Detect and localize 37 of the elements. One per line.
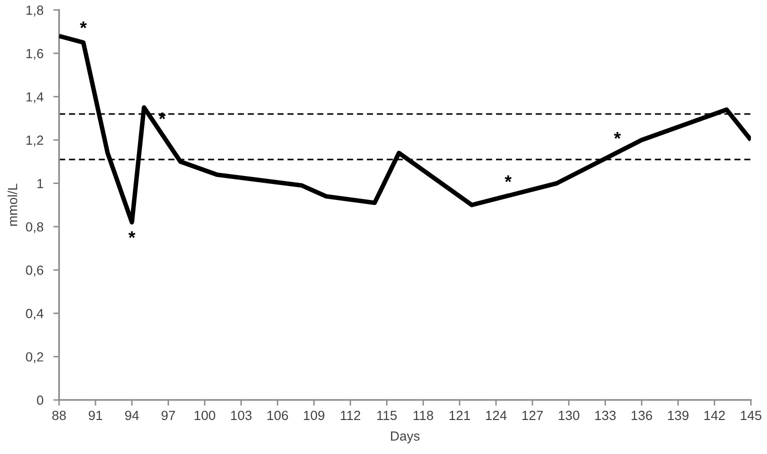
y-axis-title: mmol/L: [8, 184, 18, 226]
annotation: *: [80, 22, 87, 28]
x-tick-label: 136: [632, 410, 652, 420]
y-tick-label: 1: [37, 179, 44, 188]
y-tick-label: 1,2: [26, 136, 44, 146]
x-tick-label: 139: [668, 410, 688, 420]
x-tick-label: 100: [194, 410, 216, 420]
annotation: *: [614, 132, 621, 139]
line-series: [59, 34, 751, 225]
y-tick-label: 1,8: [26, 6, 44, 16]
x-tick-label: 142: [704, 410, 725, 420]
x-tick-label: 115: [377, 410, 397, 420]
y-tick-label: 0,2: [26, 352, 44, 364]
x-tick-label: 127: [522, 410, 543, 420]
x-axis-title: Days: [391, 432, 420, 444]
y-tick-label: 0,4: [26, 308, 44, 320]
x-tick-label: 133: [595, 410, 616, 420]
x-tick-label: 91: [88, 410, 102, 420]
x-tick-label: 88: [52, 410, 66, 420]
x-tick-label: 130: [558, 410, 580, 420]
y-tick-label: 0: [36, 396, 44, 405]
x-tick-label: 112: [340, 410, 360, 420]
y-tick-label: 1,4: [26, 92, 44, 104]
x-tick-label: 97: [162, 410, 175, 420]
x-tick-label: 145: [740, 410, 762, 420]
x-tick-label: 106: [268, 410, 288, 420]
x-tick-label: 124: [486, 410, 507, 420]
x-tick-label: 121: [450, 410, 470, 420]
y-tick-label: 0,6: [26, 266, 44, 276]
x-tick-label: 103: [231, 410, 252, 420]
y-tick-label: 0,8: [26, 222, 44, 234]
x-tick-label: 94: [125, 410, 139, 420]
annotation: *: [504, 175, 512, 182]
y-tick-label: 1,6: [26, 48, 44, 60]
x-tick-label: 109: [304, 410, 324, 420]
annotation: *: [128, 231, 136, 238]
x-tick-label: 118: [414, 410, 434, 420]
